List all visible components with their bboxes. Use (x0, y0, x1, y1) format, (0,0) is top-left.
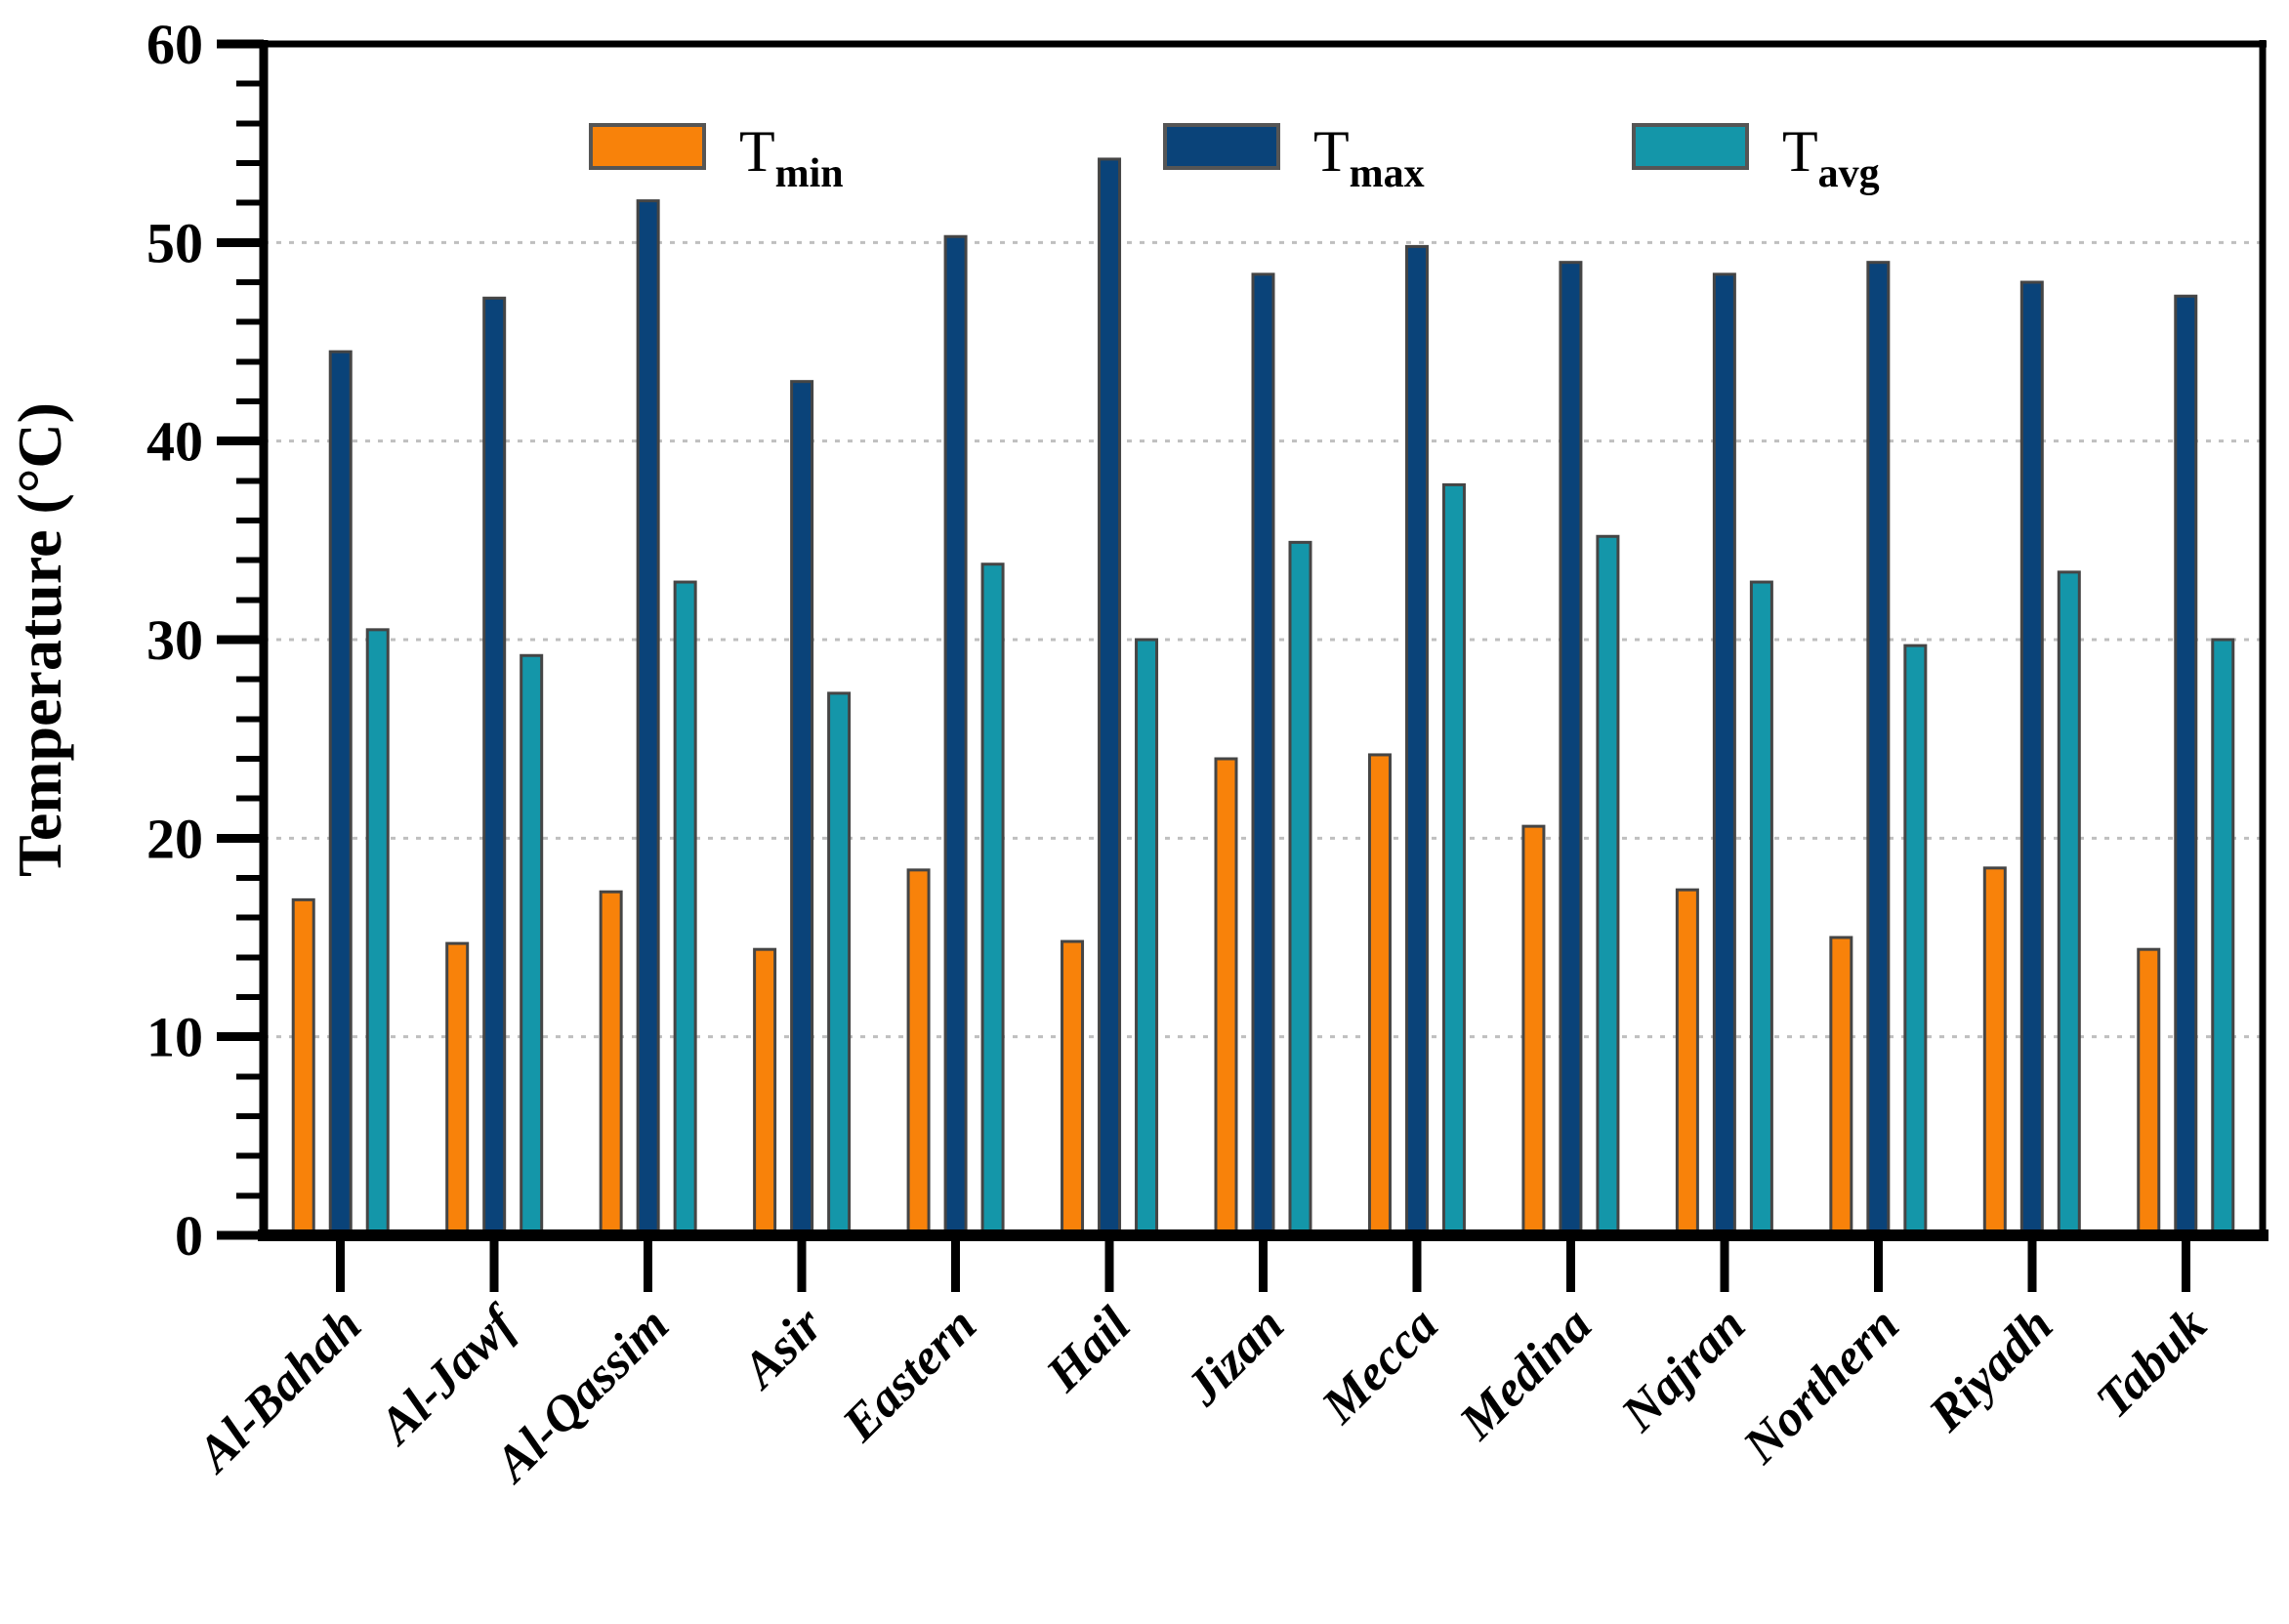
bar-t_avg-riyadh (2057, 570, 2081, 1237)
bar-t_min-mecca (1367, 753, 1392, 1237)
bar-t_max-mecca (1404, 244, 1429, 1237)
bar-t_min-asir (753, 947, 777, 1237)
bar-t_avg-najran (1749, 580, 1773, 1237)
legend-swatch-t_min (589, 123, 706, 170)
bar-t_avg-al-qassim (673, 580, 697, 1237)
bar-t_min-al-bahah (291, 897, 315, 1237)
bar-t_max-medina (1559, 261, 1583, 1237)
x-axis-label-al-bahah: Al-Bahah (186, 1297, 373, 1484)
bar-t_max-eastern (943, 234, 968, 1237)
bar-t_avg-jizan (1288, 540, 1312, 1237)
bar-t_avg-eastern (980, 562, 1005, 1237)
bar-t_max-asir (790, 380, 814, 1237)
bar-t_max-jizan (1251, 272, 1275, 1237)
bar-t_min-northern (1829, 936, 1853, 1237)
bar-t_min-hail (1061, 939, 1085, 1237)
bar-t_max-northern (1866, 261, 1891, 1237)
x-axis-label-hail: Hail (1035, 1297, 1142, 1403)
bar-t_min-tabuk (2137, 947, 2161, 1237)
bar-t_max-riyadh (2019, 280, 2044, 1237)
legend-swatch-t_avg (1632, 123, 1749, 170)
y-axis: 0 10 20 30 40 50 60 (146, 13, 264, 1268)
x-axis-label-medina: Medina (1448, 1297, 1602, 1450)
legend-label-t_max: Tmax (1313, 119, 1425, 196)
bar-t_max-al-jawf (482, 296, 507, 1237)
y-axis-title: Temperature (°C) (5, 402, 74, 877)
x-axis-label-jizan: Jizan (1175, 1297, 1295, 1417)
legend-label-t_avg: Tavg (1782, 119, 1880, 196)
bar-t_avg-mecca (1441, 482, 1466, 1237)
x-axis-label-northern: Northern (1732, 1297, 1910, 1475)
x-axis-label-mecca: Mecca (1311, 1297, 1448, 1435)
bar-t_max-al-bahah (328, 350, 353, 1237)
bar-t_avg-tabuk (2211, 638, 2235, 1237)
bar-t_max-najran (1712, 272, 1736, 1237)
y-axis-tick-label-10: 10 (146, 1006, 203, 1069)
x-axis-label-asir: Asir (730, 1297, 834, 1400)
bars (291, 157, 2235, 1237)
x-axis-label-riyadh: Riyadh (1918, 1297, 2063, 1442)
bar-t_max-tabuk (2174, 294, 2198, 1237)
bar-t_max-al-qassim (636, 199, 660, 1237)
bar-t_min-jizan (1214, 757, 1238, 1237)
y-axis-tick-label-50: 50 (146, 211, 203, 274)
bar-t_avg-medina (1596, 534, 1620, 1237)
x-axis-label-tabuk: Tabuk (2086, 1297, 2218, 1429)
y-axis-tick-label-30: 30 (146, 608, 203, 672)
gridlines (264, 240, 2263, 1039)
bar-t_min-eastern (906, 868, 931, 1237)
bar-t_avg-northern (1903, 644, 1928, 1237)
y-axis-tick-label-40: 40 (146, 410, 203, 474)
y-axis-tick-label-20: 20 (146, 807, 203, 870)
bar-t_avg-al-bahah (365, 628, 390, 1237)
bar-t_min-al-jawf (445, 941, 470, 1237)
bar-t_min-al-qassim (599, 890, 623, 1237)
y-axis-tick-label-0: 0 (175, 1204, 203, 1268)
y-axis-tick-label-60: 60 (146, 13, 203, 76)
bar-t_min-medina (1521, 824, 1546, 1237)
x-axis-label-eastern: Eastern (832, 1297, 988, 1453)
bar-t_min-najran (1675, 888, 1699, 1237)
bar-t_avg-hail (1135, 638, 1159, 1237)
bar-t_avg-al-jawf (520, 653, 544, 1237)
legend: Tmin Tmax Tavg (589, 119, 1880, 196)
x-axis-label-najran: Najran (1610, 1297, 1756, 1442)
bar-t_min-riyadh (1982, 866, 2007, 1237)
legend-swatch-t_max (1163, 123, 1280, 170)
bar-t_max-hail (1098, 157, 1122, 1237)
legend-label-t_min: Tmin (739, 119, 844, 196)
bar-t_avg-asir (827, 691, 852, 1237)
